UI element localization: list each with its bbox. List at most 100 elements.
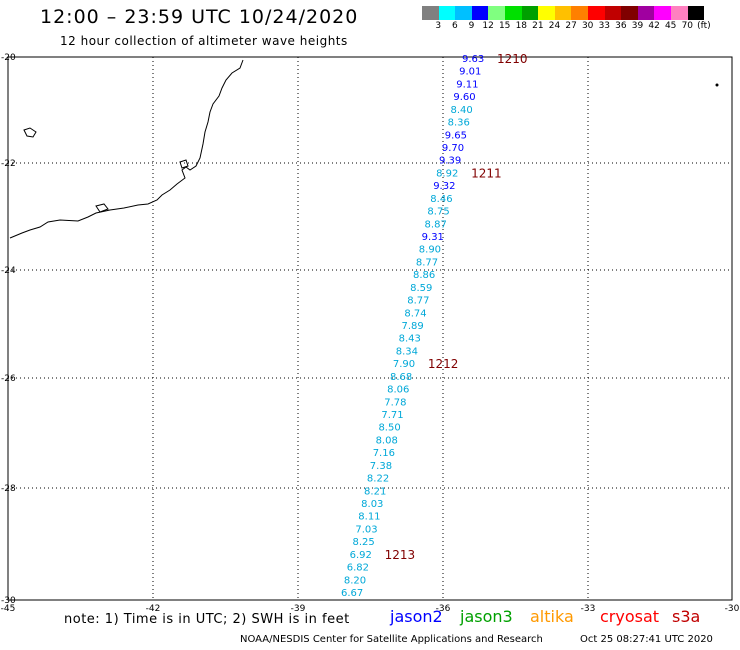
lon-tick-label: -33 (581, 604, 596, 614)
wave-height-value: 8.92 (436, 168, 458, 179)
legend-label: 39 (631, 21, 644, 31)
wave-height-value: 9.70 (442, 143, 464, 154)
legend-label: 45 (664, 21, 677, 31)
time-label: 1211 (471, 166, 502, 180)
map-frame (7, 56, 733, 601)
map-title: 12:00 – 23:59 UTC 10/24/2020 (40, 6, 359, 28)
map-subtitle: 12 hour collection of altimeter wave hei… (60, 34, 348, 48)
wave-height-value: 8.59 (410, 283, 432, 294)
legend-label: 3 (435, 21, 442, 31)
wave-height-value: 8.22 (367, 474, 389, 485)
legend-swatch (455, 6, 472, 20)
coastline-inlet (179, 159, 189, 169)
altimeter-track: 9.63 9.019.11 9.60 8.40 8.369.65 9.70 9.398.92… (341, 52, 528, 599)
satellite-label: altika (530, 607, 574, 626)
wave-height-value: 7.03 (355, 524, 377, 535)
legend-label: 42 (648, 21, 660, 31)
color-legend (422, 6, 705, 20)
wave-height-value: 8.77 (416, 257, 438, 268)
wave-height-value: 6.67 (341, 588, 363, 599)
legend-label: 12 (482, 21, 494, 31)
lat-tick-label: -26 (1, 374, 16, 384)
legend-swatch (521, 6, 539, 20)
wave-height-value: 8.20 (344, 575, 366, 586)
legend-swatch (571, 6, 588, 20)
lon-tick-label: -36 (436, 604, 451, 614)
wave-height-value: 7.38 (370, 461, 392, 472)
time-label: 1212 (428, 357, 459, 371)
legend-swatch (538, 6, 555, 20)
lat-tick-label: -28 (1, 484, 16, 494)
wave-height-value: 9.01 (459, 67, 481, 78)
wave-height-value: 6.82 (347, 563, 369, 574)
legend-swatch (604, 6, 622, 20)
lat-tick-label: -30 (1, 596, 16, 606)
legend-swatch (471, 6, 489, 20)
wave-height-value: 7.89 (402, 321, 424, 332)
legend-label: 27 (565, 21, 577, 31)
legend-swatch (621, 6, 638, 20)
wave-height-value: 8.68 (390, 372, 412, 383)
wave-height-value: 8.50 (378, 423, 400, 434)
legend-label: 30 (581, 21, 594, 31)
wave-height-value: 8.43 (399, 334, 421, 345)
wave-height-value: 9.39 (439, 156, 461, 167)
legend-label: 6 (452, 21, 458, 31)
wave-height-value: 9.60 (453, 92, 475, 103)
footer-credit: NOAA/NESDIS Center for Satellite Applica… (240, 634, 543, 645)
wave-height-value: 8.75 (427, 207, 449, 218)
lat-tick-label: -20 (1, 53, 16, 63)
wave-height-value: 7.90 (393, 359, 415, 370)
wave-height-value: 8.36 (448, 118, 470, 129)
time-label: 1210 (497, 52, 528, 66)
wave-height-value: 8.87 (425, 219, 447, 230)
wave-height-value: 8.03 (361, 499, 383, 510)
satellite-label: s3a (672, 607, 701, 626)
lon-tick-label: -45 (1, 604, 16, 614)
legend-label: 36 (615, 21, 627, 31)
wave-height-value: 7.71 (381, 410, 403, 421)
wave-height-value: 9.65 (445, 130, 467, 141)
wave-height-value: 8.90 (419, 245, 441, 256)
legend-swatch (488, 6, 505, 20)
wave-height-value: 8.25 (353, 537, 375, 548)
legend-swatch (670, 6, 688, 20)
legend-label: 21 (532, 21, 544, 31)
lat-lon-grid (8, 57, 732, 600)
wave-height-value: 9.32 (433, 181, 455, 192)
island-dot (715, 83, 719, 87)
legend-swatch (654, 6, 671, 20)
lon-tick-label: -39 (291, 604, 306, 614)
legend-label: 24 (548, 21, 561, 31)
axis-labels: -45 -42 -39 -36 -33 -30 -20 -22 -24 -26 -28 -30 (1, 53, 740, 614)
legend-swatch (687, 6, 705, 20)
legend-label: 18 (515, 21, 528, 31)
wave-height-value: 8.77 (407, 296, 429, 307)
lon-tick-label: -42 (146, 604, 161, 614)
coastline-bay (95, 203, 109, 213)
legend-swatch (422, 6, 439, 20)
wave-height-value: 9.31 (422, 232, 444, 243)
legend-swatch (637, 6, 655, 20)
legend-swatch (587, 6, 605, 20)
legend-swatch (504, 6, 522, 20)
lon-tick-label: -30 (725, 604, 740, 614)
wave-height-value: 8.34 (396, 346, 418, 357)
time-label: 1213 (385, 548, 416, 562)
wave-height-value: 6.92 (350, 550, 372, 561)
lat-tick-label: -24 (1, 266, 16, 276)
satellite-label: jason3 (460, 607, 513, 626)
legend-label: (ft) (697, 21, 711, 31)
legend-label: 33 (598, 21, 611, 31)
wave-height-value: 9.63 (462, 54, 484, 65)
wave-height-value: 8.11 (358, 512, 380, 523)
lat-tick-label: -22 (1, 159, 16, 169)
legend-swatch (554, 6, 572, 20)
coastline-island (23, 127, 37, 138)
wave-height-value: 8.21 (364, 486, 386, 497)
wave-height-value: 8.40 (450, 105, 472, 116)
footer-timestamp: Oct 25 08:27:41 UTC 2020 (580, 634, 713, 645)
wave-height-value: 8.86 (413, 270, 435, 281)
legend-label: 9 (468, 21, 475, 31)
wave-height-value: 8.46 (430, 194, 452, 205)
